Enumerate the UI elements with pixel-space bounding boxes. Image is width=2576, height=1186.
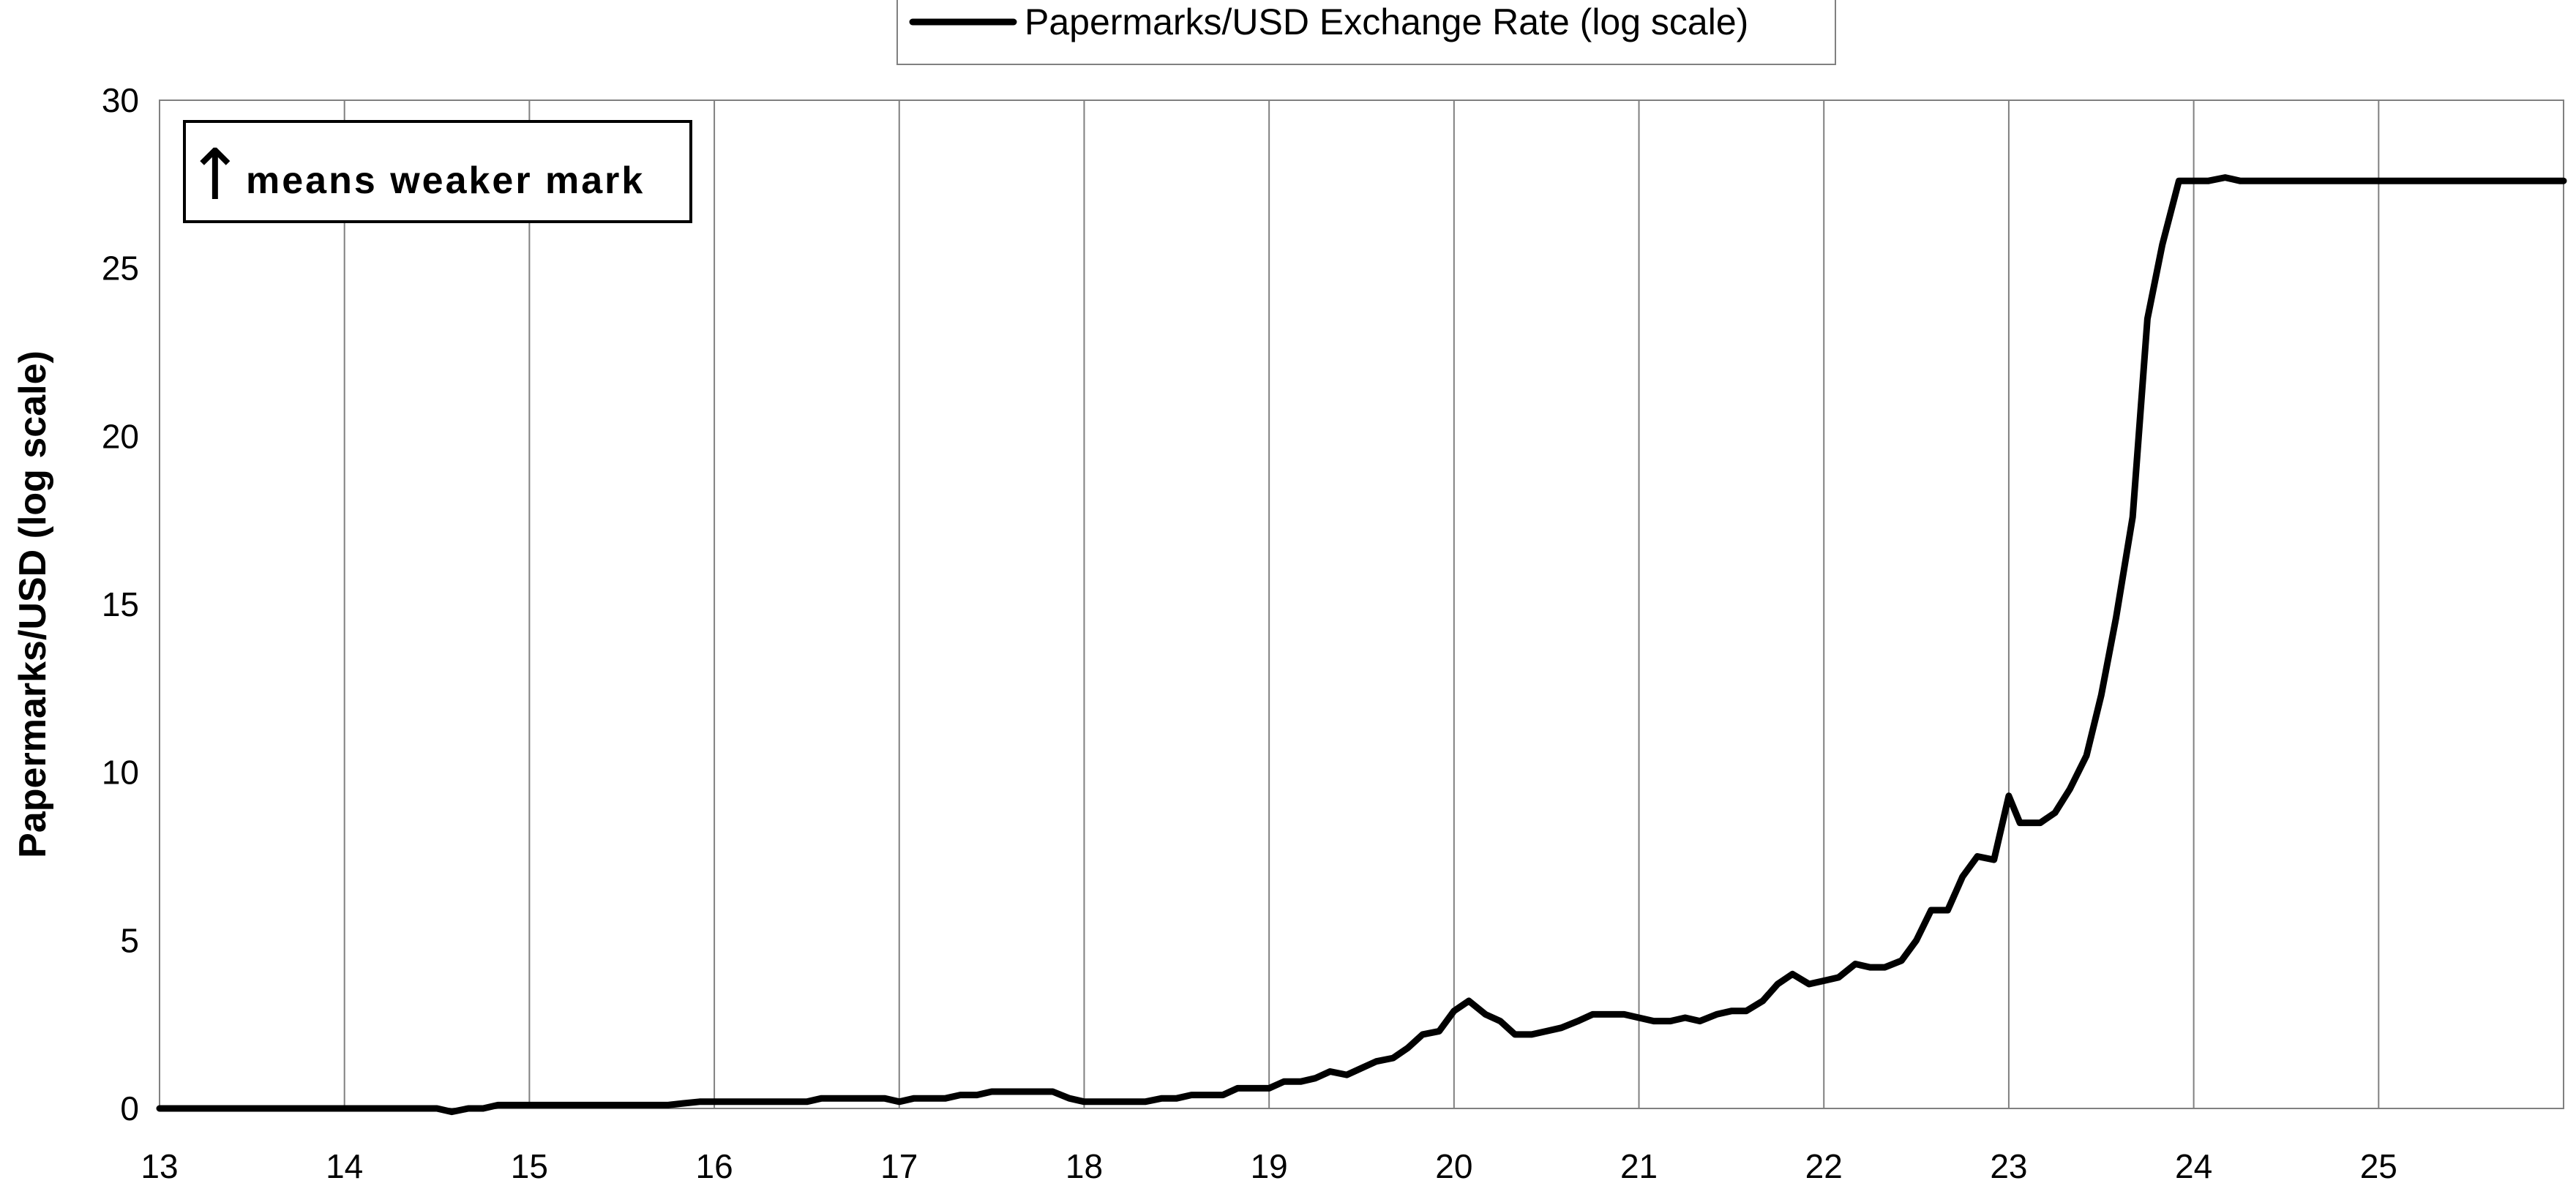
annotation-weaker-mark: ↑ means weaker mark bbox=[183, 120, 692, 223]
y-tick-label-0: 0 bbox=[120, 1089, 139, 1127]
y-axis-tick-labels: 0 5 10 15 20 25 30 bbox=[102, 81, 139, 1127]
y-axis-label: Papermarks/USD (log scale) bbox=[12, 350, 54, 858]
y-tick-label-30: 30 bbox=[102, 81, 139, 119]
x-tick-label-18: 18 bbox=[1066, 1147, 1103, 1185]
x-tick-label-25: 25 bbox=[2360, 1147, 2397, 1185]
x-tick-label-22: 22 bbox=[1805, 1147, 1843, 1185]
x-tick-label-13: 13 bbox=[141, 1147, 178, 1185]
annotation-box bbox=[183, 120, 692, 223]
x-axis-tick-labels: 13 14 15 16 17 18 19 20 21 22 23 24 25 bbox=[141, 1147, 2397, 1185]
y-tick-label-15: 15 bbox=[102, 585, 139, 623]
plot-area-border bbox=[159, 100, 2564, 1109]
vertical-gridlines bbox=[343, 100, 2380, 1108]
x-tick-label-23: 23 bbox=[1990, 1147, 2027, 1185]
series-line-papermarks-usd bbox=[156, 174, 2567, 1116]
x-tick-label-16: 16 bbox=[695, 1147, 733, 1185]
x-tick-label-17: 17 bbox=[880, 1147, 918, 1185]
legend-label-papermarks-usd: Papermarks/USD Exchange Rate (log scale) bbox=[1025, 1, 1748, 42]
legend-box bbox=[896, 0, 1836, 65]
x-tick-label-24: 24 bbox=[2175, 1147, 2212, 1185]
y-tick-label-5: 5 bbox=[120, 921, 139, 959]
y-tick-label-10: 10 bbox=[102, 754, 139, 792]
legend: Papermarks/USD Exchange Rate (log scale) bbox=[896, 0, 1836, 65]
x-tick-label-14: 14 bbox=[326, 1147, 363, 1185]
x-tick-label-15: 15 bbox=[511, 1147, 548, 1185]
up-arrow-icon: ↑ bbox=[186, 134, 244, 216]
x-tick-label-21: 21 bbox=[1620, 1147, 1658, 1185]
x-tick-label-20: 20 bbox=[1435, 1147, 1472, 1185]
x-tick-label-19: 19 bbox=[1251, 1147, 1288, 1185]
annotation-text: means weaker mark bbox=[246, 159, 645, 202]
y-tick-label-25: 25 bbox=[102, 249, 139, 288]
y-tick-label-20: 20 bbox=[102, 417, 139, 455]
